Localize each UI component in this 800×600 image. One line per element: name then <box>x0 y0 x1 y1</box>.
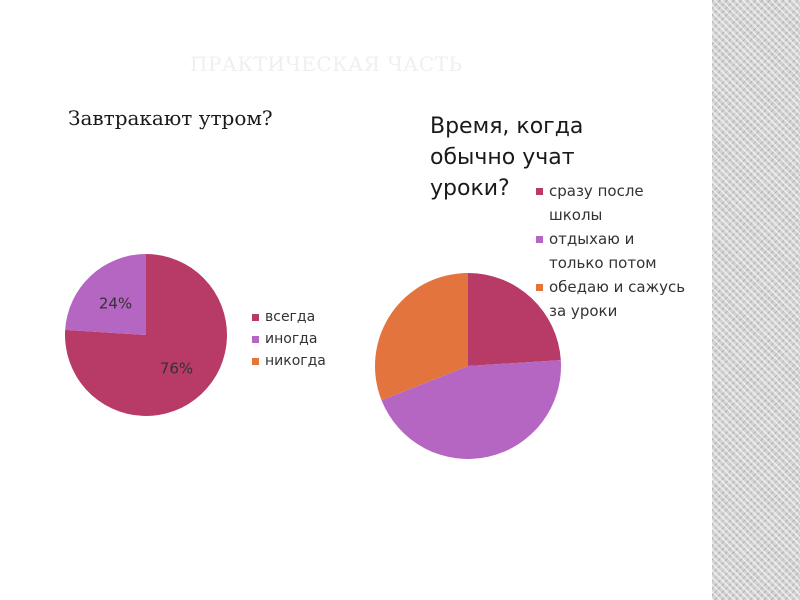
data-label-1-1: 24% <box>99 295 132 313</box>
legend-label: иногда <box>265 331 318 347</box>
chart-1-legend: всегда иногда никогда <box>252 306 326 372</box>
legend-swatch <box>536 188 543 195</box>
decorative-side-stripe <box>712 0 800 600</box>
legend-item-sometimes: иногда <box>252 328 326 350</box>
legend-label: сразу после школы <box>549 182 644 224</box>
legend-label: всегда <box>265 309 316 325</box>
legend-label: никогда <box>265 353 326 369</box>
pie-slice-2-1 <box>381 360 561 459</box>
data-label-1-0: 76% <box>160 359 193 377</box>
legend-label: отдыхаю и только потом <box>549 230 657 272</box>
chart-2-legend: сразу после школы отдыхаю и только потом… <box>536 179 686 323</box>
legend-item-right-after-school: сразу после школы <box>536 179 686 227</box>
pie-slice-1-1 <box>65 254 146 335</box>
pie-chart-homework-time <box>375 273 561 459</box>
legend-swatch <box>252 314 259 321</box>
legend-swatch <box>536 284 543 291</box>
legend-item-rest-first: отдыхаю и только потом <box>536 227 686 275</box>
chart-2-title: Время, когда обычно учат уроки? <box>430 114 584 201</box>
chart-1-title: Завтракают утром? <box>68 106 273 130</box>
slide-title: ПРАКТИЧЕСКАЯ ЧАСТЬ <box>190 52 463 76</box>
pie-chart-breakfast: 76% 24% <box>65 254 227 416</box>
legend-swatch <box>536 236 543 243</box>
legend-item-always: всегда <box>252 306 326 328</box>
pie-slice-2-0 <box>468 273 561 366</box>
legend-swatch <box>252 336 259 343</box>
legend-item-never: никогда <box>252 350 326 372</box>
legend-label: обедаю и сажусь за уроки <box>549 278 686 320</box>
pie-slice-2-2 <box>375 273 468 401</box>
legend-swatch <box>252 358 259 365</box>
legend-item-after-lunch: обедаю и сажусь за уроки <box>536 275 686 323</box>
